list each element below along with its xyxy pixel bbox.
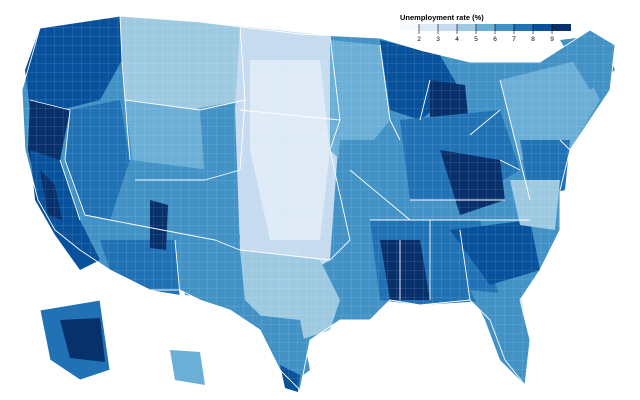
map-legend: Unemployment rate (%) 2 3 4 5 6 7 8 9 [400,13,571,43]
legend-color-scale [400,24,571,31]
legend-ticks: 2 3 4 5 6 7 8 9 [417,24,554,43]
state-border [239,109,341,121]
state-border [124,99,246,111]
state-border [59,159,81,221]
legend-tick-label: 8 [531,36,535,43]
state-border [469,109,501,136]
state-border [64,109,111,221]
state-border [459,229,471,301]
legend-swatch [457,24,476,31]
legend-swatch [400,24,419,31]
legend-swatch [495,24,514,31]
state-border [559,139,571,151]
state-border [379,44,401,141]
legend-tick-label: 5 [474,36,478,43]
state-border [135,169,241,181]
legend-tick-label: 9 [550,36,554,43]
legend-swatch [514,24,533,31]
legend-tick-label: 2 [417,36,421,43]
legend-title: Unemployment rate (%) [400,13,484,22]
state-border [419,79,431,121]
legend-swatch [438,24,457,31]
state-border [29,99,71,111]
state-border [329,149,351,261]
legend-tick-label: 6 [493,36,497,43]
state-border [499,79,531,201]
state-border [39,299,111,381]
state-border [239,249,331,261]
legend-swatch [533,24,552,31]
legend-tick-label: 4 [455,36,459,43]
legend-swatch [476,24,495,31]
state-border [239,25,246,171]
county-region [60,318,105,362]
state-border [119,15,131,161]
county-region [170,350,205,385]
state-border [21,15,616,391]
legend-tick-label: 3 [436,36,440,43]
state-border [499,159,521,171]
state-border [349,169,411,221]
state-borders [21,15,616,391]
county-grid [22,16,615,390]
state-border [174,239,181,296]
state-border [109,219,241,251]
legend-swatch [419,24,438,31]
legend-swatch [552,24,571,31]
legend-tick-label: 7 [512,36,516,43]
